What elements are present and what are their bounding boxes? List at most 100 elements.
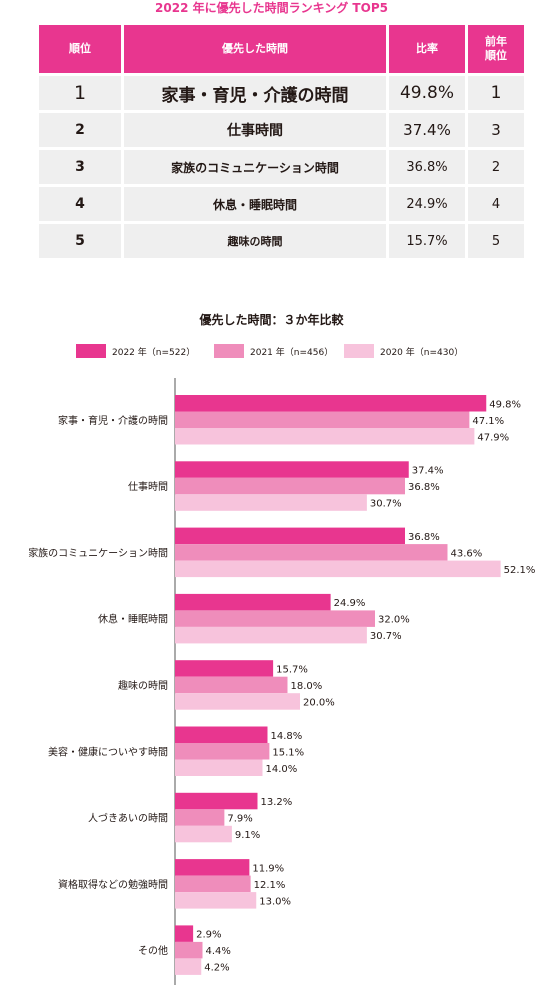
bar-value-label: 4.4% (206, 946, 231, 957)
bar (175, 875, 251, 893)
bar-value-label: 13.0% (259, 896, 291, 907)
bar (175, 477, 405, 495)
category-label: 資格取得などの勉強時間 (58, 878, 168, 891)
bar (175, 726, 268, 743)
bar (175, 693, 300, 710)
ratio-cell: 15.7% (389, 224, 465, 258)
bar-value-label: 15.1% (272, 747, 304, 758)
item-cell: 家族のコミュニケーション時間 (124, 150, 386, 184)
category-label: 美容・健康についやす時間 (48, 745, 168, 758)
category-label: 休息・睡眠時間 (98, 613, 168, 626)
bar-value-label: 9.1% (235, 830, 260, 841)
ranking-row: 4 休息・睡眠時間 24.9% 4 (39, 187, 524, 221)
bar-value-label: 37.4% (412, 466, 444, 477)
bar-value-label: 30.7% (370, 631, 402, 642)
rank-cell: 4 (39, 187, 121, 221)
rank-cell: 1 (39, 76, 121, 110)
bar (175, 759, 263, 776)
bar (175, 792, 258, 810)
bar-value-label: 47.1% (472, 416, 504, 427)
bar-value-label: 13.2% (261, 797, 293, 808)
header-item: 優先した時間 (124, 25, 386, 73)
item-cell: 趣味の時間 (124, 224, 386, 258)
bar (175, 544, 448, 561)
legend-label-2020: 2020 年（n=430） (380, 347, 464, 358)
bar (175, 809, 225, 826)
category-label: その他 (138, 944, 168, 957)
ranking-table: 順位 優先した時間 比率 前年 順位 1 家事・育児・介護の時間 49.8% 1… (36, 22, 527, 261)
bar (175, 925, 194, 942)
ranking-header-row: 順位 優先した時間 比率 前年 順位 (39, 25, 524, 73)
header-ratio: 比率 (389, 25, 465, 73)
item-cell: 休息・睡眠時間 (124, 187, 386, 221)
bar-value-label: 24.9% (334, 598, 366, 609)
rank-cell: 3 (39, 150, 121, 184)
ratio-cell: 49.8% (389, 76, 465, 110)
bar (175, 676, 288, 694)
category-label: 仕事時間 (128, 480, 168, 493)
legend-item-2022: 2022 年（n=522） (76, 342, 195, 360)
bar-value-label: 47.9% (477, 432, 509, 443)
bar-value-label: 4.2% (204, 963, 229, 974)
bar-value-label: 18.0% (291, 681, 323, 692)
ranking-row: 5 趣味の時間 15.7% 5 (39, 224, 524, 258)
prev-rank-cell: 1 (468, 76, 524, 110)
bar (175, 527, 405, 545)
bar (175, 395, 487, 412)
ratio-cell: 24.9% (389, 187, 465, 221)
bar-value-label: 11.9% (252, 863, 284, 874)
bar (175, 610, 375, 627)
prev-rank-cell: 5 (468, 224, 524, 258)
bar (175, 892, 257, 909)
bar-value-label: 7.9% (227, 814, 252, 825)
legend-swatch-2022 (76, 344, 106, 358)
ranking-row: 3 家族のコミュニケーション時間 36.8% 2 (39, 150, 524, 184)
prev-rank-cell: 3 (468, 113, 524, 147)
bar (175, 494, 367, 511)
legend-item-2020: 2020 年（n=430） (344, 342, 463, 360)
bar (175, 626, 367, 644)
legend-swatch-2020 (344, 344, 374, 358)
ranking-row: 1 家事・育児・介護の時間 49.8% 1 (39, 76, 524, 110)
legend-label-2021: 2021 年（n=456） (250, 347, 334, 358)
bar-value-label: 14.0% (266, 764, 298, 775)
legend-swatch-2021 (214, 344, 244, 358)
bar-value-label: 36.8% (408, 482, 440, 493)
bar-value-label: 43.6% (451, 548, 483, 559)
bar-value-label: 36.8% (408, 532, 440, 543)
legend-item-2021: 2021 年（n=456） (214, 342, 333, 360)
bar (175, 941, 203, 959)
bar-value-label: 2.9% (196, 930, 221, 941)
bar (175, 859, 250, 876)
bar-value-label: 30.7% (370, 499, 402, 510)
ratio-cell: 37.4% (389, 113, 465, 147)
header-prev-rank: 前年 順位 (468, 25, 524, 73)
ratio-cell: 36.8% (389, 150, 465, 184)
legend-label-2022: 2022 年（n=522） (112, 347, 196, 358)
rank-cell: 5 (39, 224, 121, 258)
bar (175, 593, 331, 611)
header-rank: 順位 (39, 25, 121, 73)
item-cell: 仕事時間 (124, 113, 386, 147)
bar (175, 411, 470, 428)
category-label: 家事・育児・介護の時間 (58, 414, 168, 427)
bar-value-label: 14.8% (271, 731, 303, 742)
bar-value-label: 52.1% (504, 565, 536, 576)
bar (175, 660, 274, 677)
rank-cell: 2 (39, 113, 121, 147)
bar (175, 825, 232, 843)
chart-title: 優先した時間：３か年比較 (199, 313, 344, 327)
bar-value-label: 20.0% (303, 697, 335, 708)
bar (175, 743, 270, 760)
bar (175, 461, 409, 478)
prev-rank-cell: 2 (468, 150, 524, 184)
prev-rank-cell: 4 (468, 187, 524, 221)
category-label: 人づきあいの時間 (88, 813, 168, 825)
ranking-row: 2 仕事時間 37.4% 3 (39, 113, 524, 147)
bar (175, 958, 202, 975)
bar-value-label: 32.0% (378, 615, 410, 626)
category-label: 趣味の時間 (118, 679, 168, 692)
bar-value-label: 12.1% (254, 880, 286, 891)
category-label: 家族のコミュニケーション時間 (28, 546, 168, 559)
